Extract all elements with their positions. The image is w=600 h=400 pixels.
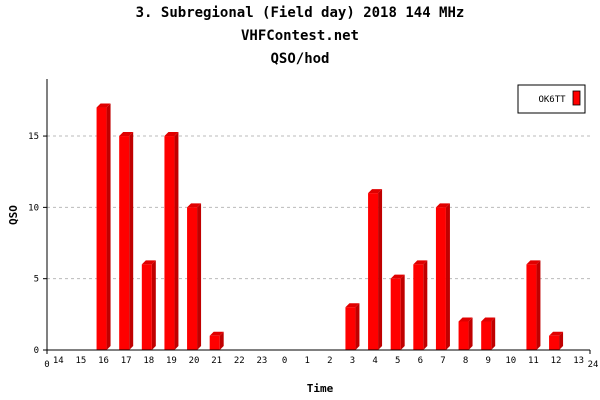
x-tick-label: 13 (573, 356, 584, 366)
x-tick-label: 2 (327, 356, 332, 366)
bar-top (141, 260, 156, 265)
bar (368, 193, 379, 350)
bar-top (390, 274, 405, 279)
chart-title: 3. Subregional (Field day) 2018 144 MHz (135, 5, 465, 21)
legend-label: OK6TT (538, 95, 566, 105)
bar (187, 207, 198, 350)
bar-side (151, 260, 156, 350)
bar-top (549, 331, 564, 336)
bar-top (164, 132, 179, 137)
x-tick-label: 11 (528, 356, 539, 366)
bar-side (468, 317, 473, 350)
bar-top (209, 331, 224, 336)
bar-top (368, 189, 383, 194)
bar-top (96, 103, 111, 108)
x-tick-label: 21 (211, 356, 222, 366)
x-tick-label: 15 (76, 356, 87, 366)
bar (435, 207, 446, 350)
bar (345, 307, 356, 350)
x-tick-label: 1 (304, 356, 309, 366)
bar-top (187, 203, 202, 208)
x-tick-label: 17 (121, 356, 132, 366)
bar (413, 264, 424, 350)
x-tick-label: 5 (395, 356, 400, 366)
bar-top (345, 303, 360, 308)
bar (141, 264, 152, 350)
bar-top (435, 203, 450, 208)
x-axis-label: Time (307, 382, 334, 395)
bar (96, 107, 107, 351)
x-tick-label: 12 (551, 356, 562, 366)
chart-subtitle: VHFContest.net (240, 28, 359, 44)
bar-side (423, 260, 428, 350)
x-tick-label: 20 (189, 356, 200, 366)
x-tick-label: 18 (143, 356, 154, 366)
bar-side (355, 303, 360, 350)
bar-side (445, 203, 450, 350)
legend-swatch (572, 90, 581, 106)
y-tick-label: 5 (34, 275, 39, 285)
bar (458, 321, 469, 350)
bar (209, 335, 220, 350)
bar (549, 335, 560, 350)
y-axis-label: QSO (7, 205, 20, 225)
x-tick-label: 23 (257, 356, 268, 366)
y-tick-label: 0 (34, 346, 39, 356)
bar-side (219, 331, 224, 350)
x-tick-label: 14 (53, 356, 64, 366)
x-tick-label: 8 (463, 356, 468, 366)
x-axis-start-label: 0 (44, 360, 49, 370)
x-tick-label: 4 (372, 356, 377, 366)
x-tick-label: 16 (98, 356, 109, 366)
bar-side (106, 103, 111, 351)
bar-top (413, 260, 428, 265)
x-tick-label: 19 (166, 356, 177, 366)
bar-side (536, 260, 541, 350)
bar-side (197, 203, 202, 350)
bar (481, 321, 492, 350)
bar-top (119, 132, 134, 137)
bar (390, 278, 401, 350)
x-tick-label: 6 (418, 356, 423, 366)
bar (526, 264, 537, 350)
x-tick-label: 7 (440, 356, 445, 366)
x-tick-label: 3 (350, 356, 355, 366)
x-tick-label: 10 (505, 356, 516, 366)
bar (119, 136, 130, 350)
bar-side (174, 132, 179, 350)
bar-side (400, 274, 405, 350)
x-tick-label: 22 (234, 356, 245, 366)
bar-top (458, 317, 473, 322)
bar-top (526, 260, 541, 265)
y-tick-label: 10 (28, 203, 39, 213)
bar-side (129, 132, 134, 350)
bar-side (559, 331, 564, 350)
y-tick-label: 15 (28, 132, 39, 142)
bar-top (481, 317, 496, 322)
x-axis-end-label: 24 (588, 360, 599, 370)
x-tick-label: 0 (282, 356, 287, 366)
x-tick-label: 9 (485, 356, 490, 366)
bar-side (378, 189, 383, 350)
bar-side (491, 317, 496, 350)
bar (164, 136, 175, 350)
chart-subtitle-2: QSO/hod (270, 51, 330, 67)
